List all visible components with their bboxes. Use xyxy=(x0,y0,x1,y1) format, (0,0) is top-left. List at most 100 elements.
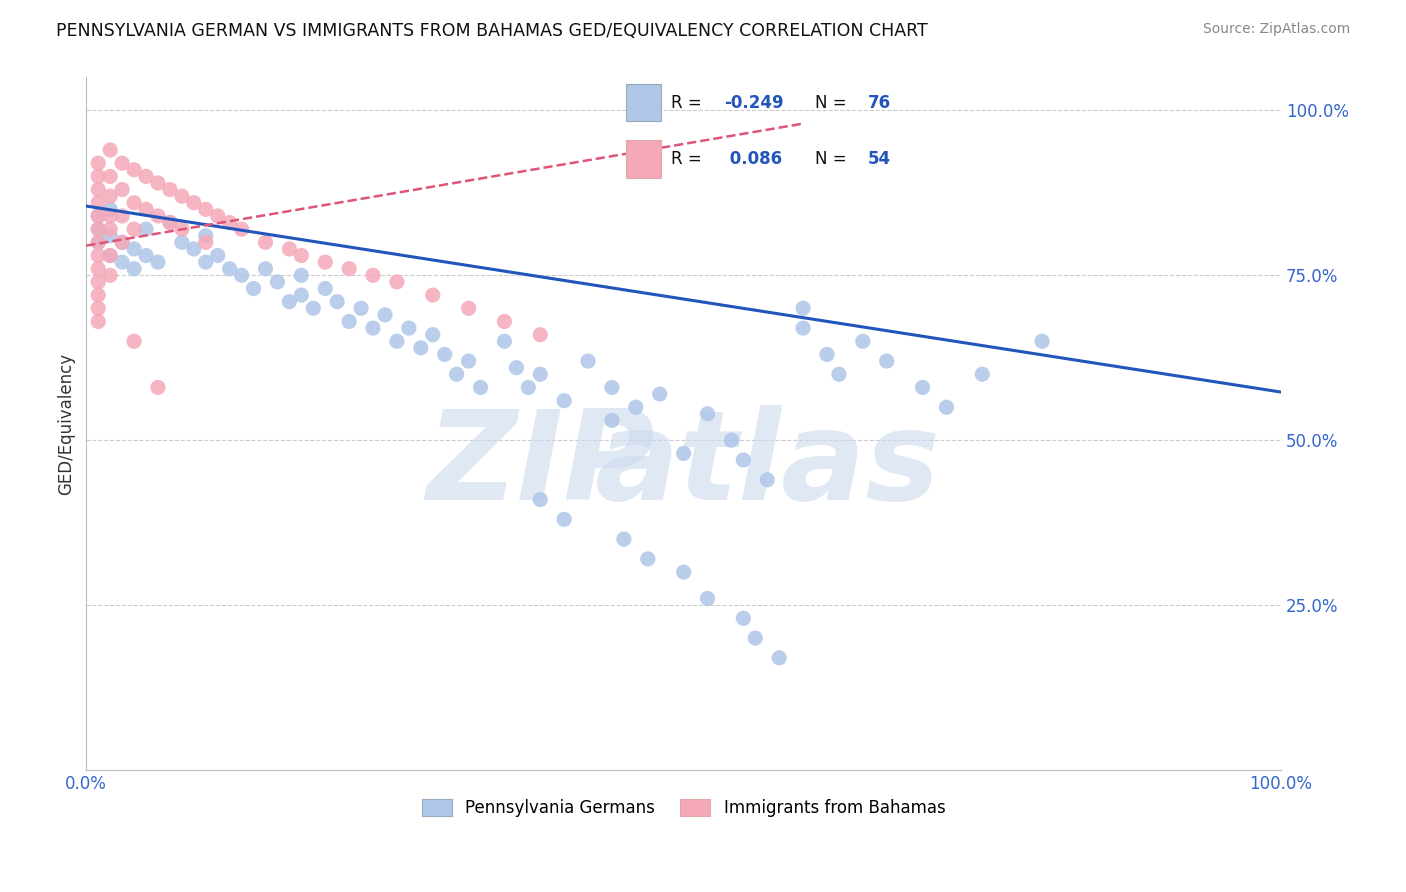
Point xyxy=(529,368,551,382)
Point xyxy=(517,380,540,394)
Point xyxy=(733,611,755,625)
Point xyxy=(87,183,110,197)
Point xyxy=(159,215,181,229)
Point xyxy=(494,314,516,328)
Point xyxy=(446,368,468,382)
Text: R =: R = xyxy=(672,150,707,168)
Point xyxy=(254,261,277,276)
Point xyxy=(98,222,121,236)
Point xyxy=(122,222,145,236)
Point xyxy=(529,327,551,342)
Legend: Pennsylvania Germans, Immigrants from Bahamas: Pennsylvania Germans, Immigrants from Ba… xyxy=(415,792,952,824)
Point xyxy=(87,156,110,170)
Point xyxy=(792,301,814,316)
Point xyxy=(1031,334,1053,349)
Point xyxy=(422,288,444,302)
Point xyxy=(194,202,217,217)
Point xyxy=(98,248,121,262)
Point xyxy=(637,552,659,566)
Point xyxy=(87,169,110,184)
Point xyxy=(350,301,373,316)
Point xyxy=(122,195,145,210)
Point xyxy=(170,235,193,250)
Point xyxy=(374,308,396,322)
Point xyxy=(218,261,240,276)
Point xyxy=(135,169,157,184)
Point xyxy=(87,261,110,276)
Point xyxy=(648,387,671,401)
Point xyxy=(98,169,121,184)
Point xyxy=(529,492,551,507)
Point xyxy=(87,209,110,223)
Point xyxy=(170,189,193,203)
Point xyxy=(385,334,408,349)
Point xyxy=(98,143,121,157)
Point xyxy=(672,565,695,579)
Point xyxy=(207,209,229,223)
Point xyxy=(290,288,312,302)
Point xyxy=(87,222,110,236)
Point xyxy=(87,288,110,302)
Point xyxy=(457,354,479,368)
Point xyxy=(183,242,205,256)
Point xyxy=(613,532,636,546)
Text: 76: 76 xyxy=(869,94,891,112)
Point xyxy=(314,255,336,269)
Point xyxy=(505,360,527,375)
Point xyxy=(302,301,325,316)
Point xyxy=(111,235,134,250)
Point xyxy=(876,354,898,368)
Point xyxy=(194,235,217,250)
Point xyxy=(409,341,432,355)
Point xyxy=(768,651,790,665)
Point xyxy=(361,321,384,335)
Point xyxy=(87,301,110,316)
Point xyxy=(972,368,994,382)
Point xyxy=(98,189,121,203)
Point xyxy=(87,235,110,250)
Point xyxy=(146,380,169,394)
Point xyxy=(553,393,575,408)
Text: PENNSYLVANIA GERMAN VS IMMIGRANTS FROM BAHAMAS GED/EQUIVALENCY CORRELATION CHART: PENNSYLVANIA GERMAN VS IMMIGRANTS FROM B… xyxy=(56,22,928,40)
Text: N =: N = xyxy=(815,150,852,168)
Point xyxy=(278,294,301,309)
Point xyxy=(146,176,169,190)
Point xyxy=(98,202,121,217)
Point xyxy=(122,242,145,256)
Point xyxy=(87,275,110,289)
Point xyxy=(135,248,157,262)
Point xyxy=(146,255,169,269)
Point xyxy=(135,202,157,217)
Point xyxy=(231,222,253,236)
Point xyxy=(111,209,134,223)
Point xyxy=(98,248,121,262)
Point xyxy=(494,334,516,349)
Point xyxy=(911,380,934,394)
Point xyxy=(744,631,766,645)
Point xyxy=(852,334,875,349)
Point xyxy=(87,222,110,236)
Point xyxy=(159,215,181,229)
Point xyxy=(385,275,408,289)
Point xyxy=(111,235,134,250)
Point xyxy=(457,301,479,316)
Point xyxy=(600,413,623,427)
Text: atlas: atlas xyxy=(595,405,941,525)
Point xyxy=(87,235,110,250)
Point xyxy=(935,401,957,415)
Text: 54: 54 xyxy=(869,150,891,168)
Point xyxy=(183,195,205,210)
Point xyxy=(422,327,444,342)
Point xyxy=(87,314,110,328)
Point xyxy=(361,268,384,283)
Point xyxy=(87,248,110,262)
Point xyxy=(194,255,217,269)
Point xyxy=(600,380,623,394)
Bar xyxy=(626,84,661,121)
Point xyxy=(815,347,838,361)
Point xyxy=(135,222,157,236)
Point xyxy=(122,334,145,349)
Point xyxy=(207,248,229,262)
Text: N =: N = xyxy=(815,94,852,112)
Point xyxy=(231,268,253,283)
